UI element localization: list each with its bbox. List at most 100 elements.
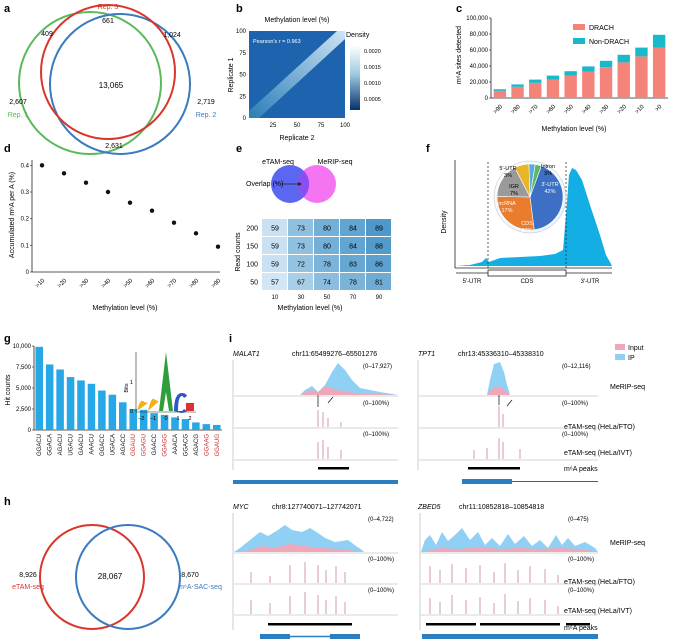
locus-pct1-zbed5: (0–100%) (568, 557, 594, 563)
panel-letter-g: g (4, 333, 11, 345)
venn-count-only1: 2,607 (9, 99, 27, 106)
gene-model-tpt1-exon (462, 479, 512, 484)
arrow-malat1-2-icon (327, 396, 334, 404)
peak-bar-zbed5-3 (566, 623, 590, 626)
d-point (105, 189, 111, 195)
c-bar-nondrach (564, 71, 577, 76)
f-pie-slice (529, 164, 542, 198)
c-bar-drach (511, 86, 524, 98)
g-bar (213, 424, 221, 430)
c-xtick-label: >50 (563, 104, 575, 116)
c-ytick-label: 100,000 (466, 16, 488, 22)
g-xtick-label: GAACU (79, 434, 85, 455)
d-xtick-label: >80 (189, 278, 201, 290)
c-bar-nondrach (493, 89, 507, 91)
e-heat-value: 84 (349, 244, 357, 251)
g-bar (181, 419, 190, 430)
locus-gene-malat1: MALAT1 (233, 351, 260, 358)
i-track-label-ivt-bottom: eTAM-seq (HeLa/IVT) (564, 608, 632, 615)
e-heat-cell (366, 237, 391, 254)
venn-count-r1r3: 409 (41, 31, 53, 38)
locus-pct2-tpt1: (0–100%) (562, 432, 588, 438)
e-heat-cell (314, 219, 339, 236)
b-xlabel: Replicate 2 (279, 135, 314, 142)
c-bar-drach (529, 82, 542, 98)
logo-xtick-1: 1 (176, 416, 179, 422)
locus-malat1: MALAT1 chr11:65499276–65501276 (0–17,927… (232, 351, 398, 484)
d-point (193, 231, 199, 236)
g-xtick-label: AGACG (194, 434, 200, 456)
e-heat-value: 78 (349, 280, 357, 287)
g-xtick-label: GGACU (37, 434, 43, 456)
h-left-label: eTAM-seq (12, 584, 44, 591)
f-cds-box (487, 269, 567, 277)
locus-pct1-tpt1: (0–100%) (562, 401, 588, 407)
g-xtick-label: AGACU (58, 434, 64, 455)
g-bar (45, 364, 54, 430)
e-col-label: 30 (298, 295, 305, 301)
c-bar-nondrach (529, 79, 542, 83)
e-heat-cell (262, 237, 287, 254)
fto-bars-myc (250, 562, 346, 583)
f-pie-label-cds: CDS (521, 221, 533, 227)
f-pie-label-intron: Intron (541, 164, 555, 170)
locus-coords-tpt1: chr13:45336310–45338310 (458, 351, 544, 358)
i-legend-input-swatch (615, 344, 625, 350)
g-bar (139, 409, 148, 430)
e-heat-cell (366, 219, 391, 236)
panel-f: f Density 5′-UTR CDS 3′-UTR 3′-UTR 42% C… (426, 143, 612, 285)
arrow-tpt1-2-icon (506, 399, 513, 407)
d-xtick-label: >70 (167, 278, 179, 290)
e-heat-value: 74 (323, 280, 331, 287)
c-xtick-label: >0 (654, 104, 664, 114)
g-xtick-label: GGAGU (142, 434, 148, 456)
ivt-bars-myc (250, 592, 346, 614)
ivt-bars-tpt1 (473, 438, 521, 459)
c-bar-drach (635, 56, 648, 98)
f-pie-pct-cds: 27% (521, 228, 532, 234)
locus-range-zbed5: (0–475) (568, 517, 589, 523)
i-legend-input: Input (628, 345, 644, 352)
logo-xtick-2: 2 (188, 416, 191, 422)
e-heat-value: 73 (297, 244, 305, 251)
fto-bars-tpt1 (498, 406, 504, 427)
e-venn-right-label: MeRIP-seq (317, 159, 352, 166)
e-heat-cell (314, 237, 339, 254)
locus-gene-zbed5: ZBED5 (417, 504, 441, 511)
b-ytick-label: 25 (239, 94, 246, 100)
e-heat-cell (262, 273, 287, 290)
c-xtick-label: >60 (546, 104, 558, 116)
e-xlabel: Methylation level (%) (278, 305, 343, 312)
h-mid-count: 28,067 (98, 572, 123, 581)
peak-bar-myc (268, 623, 352, 626)
f-pie (496, 163, 564, 231)
b-ytick-label: 75 (239, 51, 246, 57)
locus-coords-myc: chr8:127740071–127742071 (272, 504, 362, 511)
c-xtick-label: >70 (528, 104, 540, 116)
g-bar (35, 346, 43, 430)
panel-c: c m⁶A sites detected 0 20,000 40,000 60,000… (456, 3, 668, 133)
panel-letter-f: f (426, 143, 430, 155)
e-venn-left-label: eTAM-seq (262, 159, 294, 166)
g-xtick-label: GAACC (152, 433, 158, 455)
fto-bars-zbed5 (429, 563, 559, 583)
e-heat-cell (288, 237, 313, 254)
i-legend-ip-swatch (615, 354, 625, 360)
e-venn-merip-circle (298, 165, 336, 203)
d-xtick-label: >90 (211, 278, 223, 290)
e-heat-cell (340, 273, 365, 290)
logo-ytick-1: 1 (130, 380, 133, 386)
c-bar-drach (546, 79, 560, 98)
g-xtick-label: UGACU (69, 434, 75, 456)
g-bar (98, 390, 106, 430)
b-y-ticks: 0 25 50 75 100 (236, 29, 247, 122)
e-heat-value: 72 (297, 262, 305, 269)
c-xtick-label: >80 (510, 104, 522, 116)
c-legend-drach-swatch (573, 24, 585, 30)
g-xtick-label: GGAUG (215, 434, 221, 457)
g-xtick-label: GGAGG (163, 434, 169, 457)
ivt-bars-malat1 (317, 440, 342, 459)
panel-i: i Input IP MeRIP-seq eTAM-seq (HeLa/FTO)… (229, 333, 645, 639)
merip-input-area-malat1 (234, 386, 398, 395)
d-point (149, 208, 155, 213)
